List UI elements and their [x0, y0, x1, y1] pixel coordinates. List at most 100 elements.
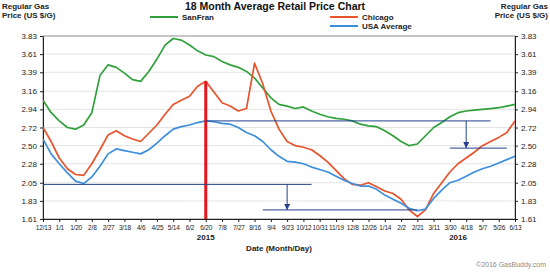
- tick: 12/26: [361, 219, 377, 231]
- tick-mark: [206, 219, 207, 222]
- tick: 3/30: [444, 219, 456, 231]
- tick-mark: [417, 219, 418, 222]
- tick-label: 1.61: [521, 215, 537, 224]
- series-line: [43, 63, 515, 216]
- x-axis-line: [44, 219, 516, 220]
- tick-mark: [515, 128, 518, 129]
- tick-label: 10/12: [296, 224, 312, 231]
- tick: 3.83: [515, 32, 537, 41]
- tick-mark: [303, 219, 304, 222]
- tick: 9/23: [282, 219, 294, 231]
- tick-label: 2.94: [521, 105, 537, 114]
- tick-mark: [515, 201, 518, 202]
- tick: 8/16: [249, 219, 261, 231]
- tick: 3.61: [515, 50, 537, 59]
- tick: 7/8: [218, 219, 227, 231]
- tick: 12/13: [36, 219, 52, 231]
- tick: 6/2: [186, 219, 195, 231]
- tick: 2/8: [88, 219, 97, 231]
- tick-mark: [40, 36, 43, 37]
- legend-label: USA Average: [362, 22, 412, 31]
- tick-mark: [108, 219, 109, 222]
- tick-mark: [40, 54, 43, 55]
- tick-label: 3.16: [21, 87, 37, 96]
- tick: 3.16: [515, 87, 537, 96]
- tick-mark: [515, 54, 518, 55]
- legend-item: SanFran: [150, 13, 214, 22]
- tick-label: 3.61: [521, 50, 537, 59]
- legend: SanFran ChicagoUSA Average: [150, 13, 412, 31]
- tick-label: 9/23: [282, 224, 294, 231]
- tick: 4/18: [461, 219, 473, 231]
- y2-axis-title: Regular Gas: [501, 2, 549, 11]
- tick-mark: [173, 219, 174, 222]
- tick: 1/1: [56, 219, 65, 231]
- grid-line: [43, 72, 515, 73]
- tick-label: 6/20: [200, 224, 212, 231]
- tick-label: 3/30: [444, 224, 456, 231]
- tick-label: 7/27: [233, 224, 245, 231]
- tick-label: 2/8: [88, 224, 97, 231]
- tick-mark: [385, 219, 386, 222]
- grid-line: [43, 145, 515, 146]
- tick-mark: [222, 219, 223, 222]
- tick-label: 2.72: [21, 124, 37, 133]
- tick-label: 7/8: [218, 224, 227, 231]
- tick-label: 2.05: [521, 179, 537, 188]
- tick-label: 4/6: [137, 224, 146, 231]
- tick: 9/4: [267, 219, 276, 231]
- tick-label: 1/20: [70, 224, 82, 231]
- tick-mark: [482, 219, 483, 222]
- tick: 1.83: [515, 197, 537, 206]
- tick-mark: [336, 219, 337, 222]
- tick-mark: [40, 164, 43, 165]
- reference-line: [263, 209, 418, 210]
- tick: 4/25: [152, 219, 164, 231]
- grid-line: [43, 91, 515, 92]
- tick-label: 1/1: [56, 224, 65, 231]
- tick: 10/31: [313, 219, 329, 231]
- tick: 2.28: [515, 160, 537, 169]
- tick: 4/6: [137, 219, 146, 231]
- tick-label: 3/18: [119, 224, 131, 231]
- reference-line: [204, 81, 207, 219]
- tick-label: 3/11: [428, 224, 440, 231]
- tick: 2.50: [21, 142, 43, 151]
- tick-mark: [43, 219, 44, 222]
- reference-line: [206, 120, 491, 121]
- tick-mark: [515, 109, 518, 110]
- tick-label: 6/2: [186, 224, 195, 231]
- legend-swatch: [330, 16, 358, 18]
- tick-mark: [515, 91, 518, 92]
- tick: 2.50: [515, 142, 537, 151]
- tick: 1/14: [379, 219, 391, 231]
- tick-mark: [515, 183, 518, 184]
- grid-line: [43, 54, 515, 55]
- tick-label: 1.83: [21, 197, 37, 206]
- tick: 3/11: [428, 219, 440, 231]
- reference-line: [43, 184, 312, 185]
- tick: 11/19: [329, 219, 344, 231]
- tick: 2.94: [515, 105, 537, 114]
- tick-label: 3.39: [21, 68, 37, 77]
- legend-item: Chicago: [330, 13, 394, 22]
- tick: 12/8: [347, 219, 359, 231]
- tick-mark: [189, 219, 190, 222]
- tick-label: 12/13: [36, 224, 52, 231]
- tick-label: 2.28: [21, 160, 37, 169]
- tick-label: 4/25: [152, 224, 164, 231]
- tick-mark: [401, 219, 402, 222]
- tick-label: 10/31: [313, 224, 329, 231]
- y2-axis-title: Price (US $/G): [495, 11, 549, 20]
- tick-label: 2.50: [521, 142, 537, 151]
- tick-mark: [515, 36, 518, 37]
- background: [0, 0, 550, 272]
- tick-mark: [40, 146, 43, 147]
- tick-mark: [466, 219, 467, 222]
- legend-swatch: [150, 16, 178, 18]
- tick-mark: [40, 219, 43, 220]
- tick-mark: [141, 219, 142, 222]
- tick: 7/27: [233, 219, 245, 231]
- tick-mark: [515, 146, 518, 147]
- tick-label: 2/2: [397, 224, 406, 231]
